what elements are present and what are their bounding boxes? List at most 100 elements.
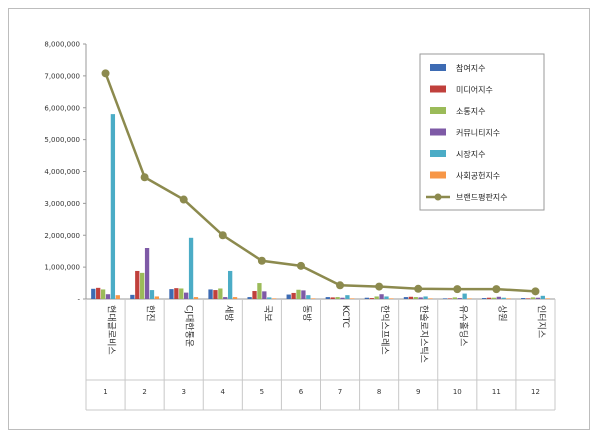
bar — [481, 298, 487, 299]
bar — [389, 298, 394, 299]
brand-index-point — [101, 69, 110, 78]
x-category-label: 국보 — [262, 305, 273, 322]
bar — [369, 298, 374, 299]
bar — [291, 292, 296, 299]
bar — [530, 297, 536, 299]
x-category-label: 인터지스 — [535, 305, 546, 338]
bar — [267, 297, 272, 299]
bar — [188, 237, 194, 299]
x-rank-label: 4 — [221, 388, 226, 396]
bar — [262, 291, 267, 299]
bar — [491, 297, 497, 299]
brand-index-point — [414, 284, 423, 293]
x-category-label: 한진 — [145, 305, 156, 322]
bar — [286, 294, 291, 299]
x-category-label: CJ대한통운 — [184, 305, 195, 347]
bar — [364, 297, 370, 299]
bar — [110, 114, 116, 299]
x-rank-label: 6 — [299, 388, 304, 396]
y-tick-label: 4,000,000 — [44, 168, 80, 176]
x-rank-label: 7 — [338, 388, 342, 396]
bar — [452, 297, 457, 299]
bar — [384, 296, 389, 299]
brand-index-point — [531, 287, 540, 296]
bar — [521, 298, 526, 299]
x-category-label: 한익스프레스 — [379, 305, 391, 355]
x-category-label: 세방 — [223, 305, 234, 322]
bar — [403, 297, 409, 299]
legend-label: 사회공헌지수 — [456, 172, 500, 181]
legend-line-marker — [434, 193, 442, 201]
bar — [325, 297, 330, 299]
x-rank-label: 10 — [453, 388, 462, 396]
x-rank-label: 3 — [181, 388, 185, 396]
bar — [330, 297, 335, 299]
bar — [223, 297, 228, 299]
y-tick-label: 5,000,000 — [44, 136, 80, 144]
y-tick-label: 8,000,000 — [44, 41, 80, 49]
bar — [442, 298, 448, 299]
legend-swatch — [430, 64, 446, 71]
bar — [271, 298, 277, 299]
brand-index-point — [492, 285, 501, 294]
legend-label: 브랜드평판지수 — [456, 192, 508, 202]
bar — [208, 289, 213, 299]
bar — [525, 298, 531, 299]
bar — [184, 292, 189, 299]
legend-swatch — [430, 107, 446, 114]
bar — [418, 297, 423, 299]
x-rank-label: 2 — [142, 388, 146, 396]
bar — [306, 295, 311, 299]
bar — [311, 298, 316, 299]
bar — [535, 297, 541, 299]
bar — [457, 298, 462, 299]
bar — [340, 297, 345, 299]
x-rank-label: 8 — [377, 388, 381, 396]
legend-swatch — [430, 128, 446, 136]
bar — [257, 283, 262, 299]
bar — [227, 270, 233, 299]
x-rank-label: 5 — [260, 388, 264, 396]
bar — [91, 288, 96, 299]
y-tick-label: - — [77, 296, 80, 304]
bar — [105, 294, 111, 299]
x-category-label: 현대글로비스 — [106, 305, 117, 355]
brand-index-point — [218, 231, 227, 240]
bar — [540, 295, 545, 299]
bar — [213, 290, 218, 299]
bar — [467, 298, 472, 299]
legend-label: 참여지수 — [456, 63, 485, 73]
bar — [501, 297, 506, 299]
bar — [179, 288, 184, 299]
y-tick-label: 6,000,000 — [44, 104, 80, 112]
y-tick-label: 7,000,000 — [44, 72, 80, 80]
bar — [193, 297, 199, 299]
bar — [545, 298, 550, 299]
brand-index-point — [296, 261, 305, 270]
y-tick-label: 2,000,000 — [44, 232, 80, 240]
bar — [345, 295, 350, 299]
legend-swatch — [430, 85, 446, 93]
x-rank-label: 1 — [103, 388, 107, 396]
legend-label: 시장지수 — [456, 149, 485, 159]
legend-label: 커뮤니티지수 — [456, 128, 500, 138]
bar — [335, 297, 340, 299]
legend-swatch — [430, 171, 446, 179]
y-tick-label: 1,000,000 — [44, 264, 80, 272]
x-rank-label: 9 — [416, 388, 420, 396]
legend-swatch — [430, 150, 446, 157]
x-category-label: KCTC — [340, 305, 350, 328]
brand-index-point — [257, 256, 266, 265]
bar — [413, 297, 418, 299]
bar — [247, 297, 252, 299]
legend-label: 미디어지수 — [456, 85, 493, 95]
brand-index-line — [104, 72, 536, 293]
bar — [462, 293, 467, 299]
bar — [100, 289, 106, 299]
bar — [252, 291, 257, 299]
bar — [130, 294, 135, 299]
legend-label: 소통지수 — [456, 107, 485, 116]
x-rank-label: 11 — [492, 388, 501, 396]
bar — [408, 296, 414, 299]
